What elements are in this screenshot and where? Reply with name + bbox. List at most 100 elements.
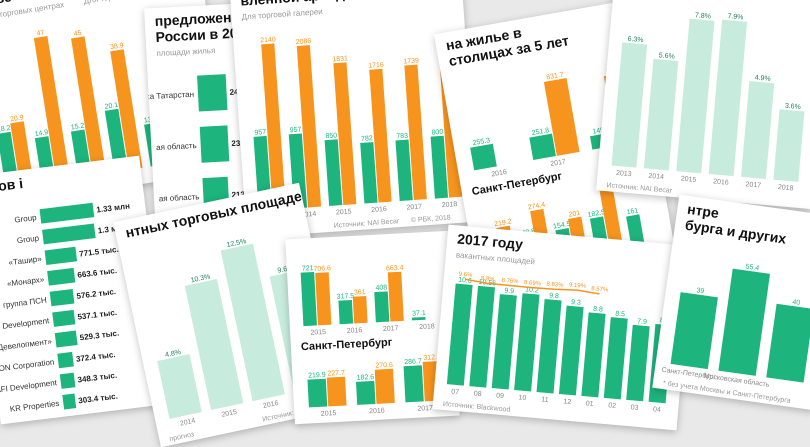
bar	[626, 214, 645, 248]
bar	[199, 125, 230, 163]
bar	[446, 283, 473, 386]
value-label: 312.5	[423, 354, 441, 362]
x-tick-label: 12	[563, 398, 571, 406]
value-label: 721	[302, 265, 314, 273]
row-label: AFI Development	[0, 378, 58, 395]
note: прогноз	[169, 431, 195, 443]
value-label: 161	[626, 207, 639, 216]
value-label: 286.7	[404, 358, 422, 366]
bar	[352, 295, 368, 324]
value-label: 1716	[368, 62, 384, 70]
value-label: 782	[361, 135, 373, 143]
bar	[44, 246, 78, 265]
bar	[387, 271, 404, 322]
x-tick-label: 2016	[371, 206, 387, 214]
value-label: 274.4	[527, 202, 546, 212]
bar	[157, 354, 202, 419]
value-label: 8.5	[615, 311, 625, 319]
value-label: 1831	[332, 55, 348, 63]
value-label: 154.5	[553, 221, 572, 231]
value-label: 348.3 тыс.	[77, 371, 117, 385]
value-label: 15.2	[70, 122, 85, 131]
x-tick-label: 07	[451, 389, 459, 397]
value-label: 7.8%	[695, 12, 712, 20]
legend-label: Для торговой галереи	[83, 0, 165, 6]
value-label: 6.3%	[627, 36, 644, 44]
bar	[71, 36, 107, 176]
x-tick-label: 2017	[745, 181, 761, 189]
x-tick-label: 01	[585, 400, 593, 408]
row-label: Республика Татарстан	[144, 90, 194, 103]
value-label: 9.9	[504, 287, 514, 295]
bar	[403, 365, 424, 403]
bar	[676, 18, 715, 174]
row-label: EON Corporation	[0, 357, 55, 373]
bar	[543, 77, 580, 156]
value-label: 10.6	[458, 277, 472, 285]
x-tick-label: 2014	[179, 418, 196, 428]
value-label: 219.9	[308, 372, 326, 380]
line-label: 8.76%	[501, 278, 519, 286]
bar	[470, 143, 497, 171]
x-tick-label: 2017	[550, 158, 567, 168]
value-label: 957	[254, 129, 266, 137]
bar	[374, 291, 390, 323]
value-label: 1739	[403, 57, 419, 65]
bar	[338, 299, 354, 325]
card-title: бурга и других	[684, 217, 787, 247]
chart-card: 2017 году вакантных площадей 07 08 09 10 11 12 0…	[432, 224, 693, 431]
bar	[741, 81, 775, 179]
value-label: 38.9	[110, 42, 125, 51]
line	[464, 278, 600, 295]
value-label: 576.2 тыс.	[76, 287, 116, 301]
bar	[430, 135, 449, 199]
value-label: 40	[792, 299, 801, 307]
legend-label: вакантных площадей	[456, 250, 536, 266]
bar	[369, 68, 392, 203]
value-label: 303.4 тыс.	[78, 392, 118, 406]
x-tick-label: 2016	[369, 407, 385, 415]
value-label: 9.3	[571, 299, 581, 307]
value-label: 270.6	[375, 362, 393, 370]
bar	[326, 376, 347, 407]
panel-heading: Санкт-Петербург	[471, 170, 564, 198]
card-title: нтре	[686, 201, 720, 221]
value-label: 255.3	[472, 137, 491, 147]
x-tick-label: 2015	[310, 329, 326, 337]
value-label: 47	[36, 29, 45, 37]
value-label: 45	[73, 30, 82, 38]
bar	[54, 330, 78, 348]
row-label: Group	[14, 213, 38, 225]
bar	[62, 393, 77, 410]
bar	[307, 378, 328, 408]
bar	[766, 303, 810, 383]
line-label: 9.6%	[458, 272, 473, 279]
x-tick-label: 2016	[713, 178, 729, 186]
value-label: 3.6%	[785, 103, 802, 111]
x-tick-label: 08	[473, 391, 481, 399]
value-label: 2086	[296, 38, 312, 46]
value-label: 37.1	[412, 310, 426, 318]
bar	[42, 223, 96, 245]
value-label: 10.3%	[190, 273, 211, 284]
value-label: 4.9%	[754, 74, 771, 82]
chart-card: 2015 2016 2017 2018 721 317.5 408 37.1 706.6 361 6…	[285, 230, 460, 425]
row-label: «Ташир»	[8, 254, 43, 267]
x-tick-label: 2017	[406, 204, 422, 212]
card-title: 2017 году	[457, 231, 524, 253]
card-chart: 2015 2016 2017 2018 721 317.5 408 37.1 706.6 361 6…	[301, 265, 444, 418]
x-tick-label: 2018	[778, 184, 794, 192]
value-label: 219.2	[494, 218, 513, 228]
bar	[333, 62, 357, 205]
line-label: 9.19%	[569, 282, 587, 290]
value-label: 706.6	[313, 265, 331, 273]
value-label: 663.6 тыс.	[77, 266, 117, 280]
value-label: 537.1 тыс.	[77, 308, 117, 322]
value-label: 529.3 тыс.	[79, 329, 119, 343]
x-tick-label: 09	[496, 392, 504, 400]
bar	[261, 43, 286, 210]
